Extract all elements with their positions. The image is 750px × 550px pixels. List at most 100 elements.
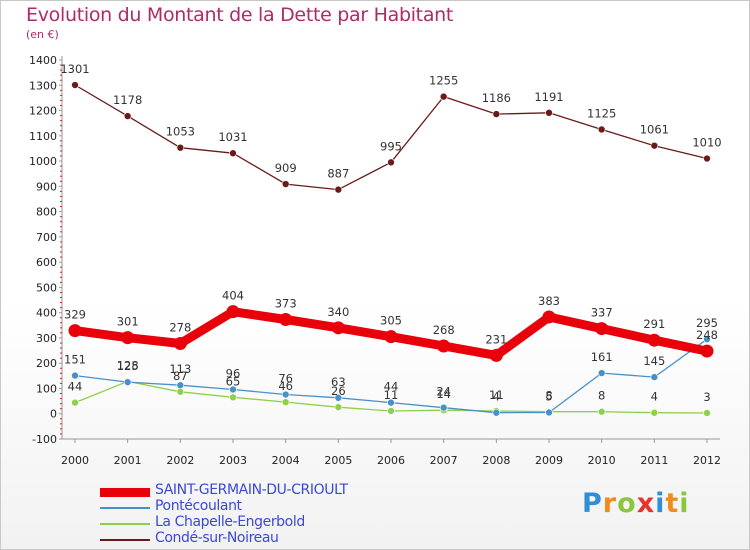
data-label: 291: [643, 317, 665, 331]
data-label: 44: [68, 380, 83, 394]
data-label: 14: [436, 387, 451, 401]
data-label: 1010: [692, 136, 721, 150]
y-tick-label: 200: [36, 357, 57, 370]
legend-label: Pontécoulant: [155, 498, 242, 514]
data-point: [439, 92, 448, 101]
data-label: 3: [703, 390, 710, 404]
x-tick-label: 2004: [272, 454, 300, 467]
y-tick-label: 600: [36, 256, 57, 269]
logo-letter: i: [679, 488, 690, 519]
y-tick-label: 700: [36, 231, 57, 244]
data-label: 337: [591, 306, 613, 320]
y-tick-label: 0: [50, 408, 57, 421]
data-point: [387, 398, 395, 407]
data-label: 1125: [587, 106, 616, 120]
data-label: 1301: [60, 62, 89, 76]
chart-title: Evolution du Montant de la Dette par Hab…: [26, 4, 454, 26]
y-tick-label: 1200: [29, 105, 57, 118]
data-point: [173, 336, 187, 350]
data-label: 340: [327, 305, 349, 319]
data-point: [647, 333, 661, 347]
logo-letter: t: [665, 488, 680, 519]
data-label: 125: [117, 359, 139, 373]
data-label: 151: [64, 353, 86, 367]
data-point: [597, 369, 606, 377]
data-label: 1186: [482, 91, 511, 105]
data-point: [384, 330, 398, 344]
logo-letter: x: [636, 488, 656, 519]
y-tick-label: 1000: [29, 155, 57, 168]
data-label: 295: [696, 316, 718, 330]
data-label: 26: [331, 384, 346, 398]
data-label: 301: [117, 315, 139, 329]
data-point: [334, 185, 343, 194]
data-label: 4: [651, 390, 658, 404]
x-tick-label: 2002: [166, 454, 194, 467]
data-point: [123, 378, 132, 386]
data-point: [439, 403, 448, 412]
data-point: [281, 390, 290, 399]
data-point: [229, 149, 237, 158]
y-tick-label: 1400: [29, 54, 57, 67]
data-label: 1178: [113, 93, 142, 107]
data-point: [703, 335, 711, 343]
data-point: [176, 381, 185, 389]
data-point: [71, 81, 79, 89]
data-label: 145: [643, 354, 665, 368]
legend-swatch: [100, 487, 150, 497]
data-label: 404: [222, 289, 244, 303]
axes: -100 0 100 200 300 400 500 600 700 800 900 1000 1100…: [29, 54, 721, 467]
data-point: [229, 393, 237, 402]
data-label: 76: [278, 372, 293, 386]
x-tick-label: 2005: [324, 454, 352, 467]
data-label: 11: [384, 388, 399, 402]
data-label: 1061: [640, 123, 669, 137]
data-label: 1031: [218, 130, 247, 144]
data-label: 24: [436, 385, 451, 399]
data-point: [597, 125, 606, 134]
data-point: [331, 321, 345, 335]
data-label: 65: [226, 374, 241, 388]
data-label: 383: [538, 294, 560, 308]
data-point: [545, 109, 553, 117]
legend-label: La Chapelle-Engerbold: [155, 514, 305, 530]
data-label: 248: [696, 328, 718, 342]
y-tick-label: 800: [36, 206, 57, 219]
data-label: 113: [169, 362, 191, 376]
data-label: 4: [493, 390, 500, 404]
data-point: [71, 371, 79, 380]
data-point: [226, 305, 240, 319]
x-tick-label: 2011: [640, 454, 668, 467]
data-point: [650, 373, 659, 381]
y-tick-label: 500: [36, 281, 57, 294]
proxiti-logo: Proxiti: [582, 488, 690, 519]
logo-letter: P: [582, 488, 603, 519]
data-point: [279, 312, 293, 326]
data-point: [229, 385, 237, 394]
data-point: [71, 398, 79, 407]
series-layer: [68, 81, 714, 417]
legend-label: Condé-sur-Noireau: [155, 530, 279, 546]
legend-swatch: [100, 507, 150, 509]
data-label: 268: [433, 323, 455, 337]
x-tick-label: 2008: [482, 454, 510, 467]
x-tick-label: 2009: [535, 454, 563, 467]
data-label: 5: [545, 389, 552, 403]
x-tick-label: 2001: [114, 454, 142, 467]
data-point: [597, 407, 606, 416]
data-label: 1255: [429, 74, 458, 88]
data-label: 1191: [534, 90, 563, 104]
data-label: 278: [169, 320, 191, 334]
data-point: [121, 331, 135, 345]
data-label: 8: [598, 389, 605, 403]
y-tick-label: 300: [36, 332, 57, 345]
x-tick-label: 2006: [377, 454, 405, 467]
data-label: 1053: [166, 125, 195, 139]
data-label: 128: [117, 358, 139, 372]
y-tick-label: 1100: [29, 130, 57, 143]
data-point: [281, 180, 290, 188]
data-label: 46: [278, 379, 293, 393]
logo-letter: i: [655, 488, 666, 519]
